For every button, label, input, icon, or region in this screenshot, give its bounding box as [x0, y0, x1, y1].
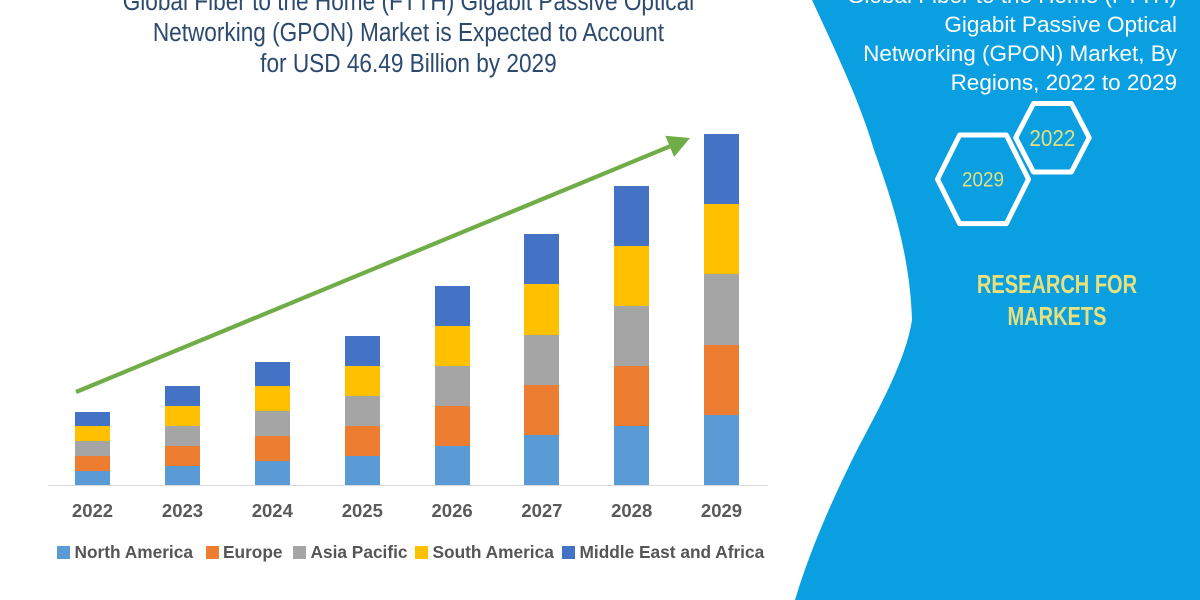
svg-text:2029: 2029 [962, 169, 1004, 192]
svg-text:2022: 2022 [1029, 125, 1075, 151]
